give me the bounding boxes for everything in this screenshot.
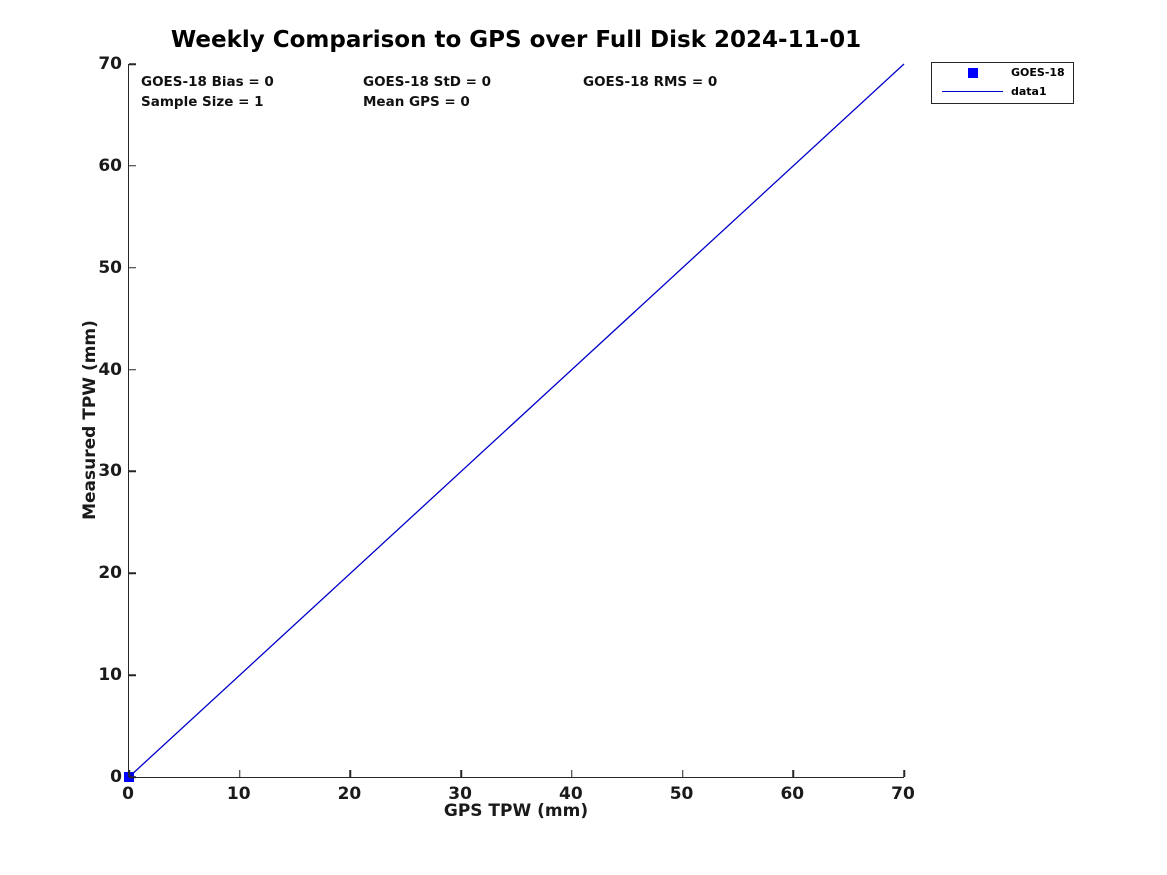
- y-tick-mark: [129, 266, 136, 269]
- y-tick-label: 0: [110, 767, 122, 787]
- plot-canvas: [124, 63, 905, 782]
- line-swatch-icon: [942, 91, 1003, 92]
- x-tick-label: 40: [559, 784, 583, 804]
- y-tick-mark: [129, 674, 136, 676]
- y-tick-mark: [129, 776, 136, 778]
- stat-rms: GOES-18 RMS = 0: [583, 74, 718, 90]
- x-tick-label: 50: [669, 784, 694, 804]
- y-tick-label: 40: [98, 359, 122, 380]
- x-tick-label: 30: [448, 784, 472, 804]
- x-tick-mark: [349, 770, 352, 777]
- square-marker-icon: [967, 67, 978, 78]
- chart-title: Weekly Comparison to GPS over Full Disk …: [170, 27, 862, 53]
- legend-label-data1: data1: [1011, 85, 1047, 98]
- x-tick-label: 10: [226, 784, 251, 804]
- y-tick-label: 50: [98, 257, 122, 278]
- stat-sample-size: Sample Size = 1: [141, 94, 264, 110]
- y-tick-label: 60: [98, 155, 122, 176]
- y-tick-label: 30: [98, 461, 122, 482]
- y-tick-mark: [129, 165, 136, 167]
- x-tick-mark: [128, 770, 130, 777]
- y-tick-label: 20: [98, 563, 122, 584]
- y-tick-label: 10: [98, 665, 122, 686]
- y-tick-mark: [129, 63, 136, 65]
- y-axis-label: Measured TPW (mm): [80, 320, 100, 520]
- stat-std: GOES-18 StD = 0: [363, 74, 492, 90]
- y-tick-mark: [129, 470, 136, 473]
- x-tick-label: 70: [891, 784, 915, 804]
- x-tick-mark: [681, 770, 684, 777]
- x-tick-label: 60: [780, 784, 805, 804]
- y-tick-mark: [129, 572, 136, 575]
- legend-label-goes-18: GOES-18: [1011, 66, 1065, 79]
- x-tick-mark: [571, 770, 573, 777]
- legend-symbol-area: [942, 91, 1003, 92]
- plot-area: GOES-18 Bias = 0 GOES-18 StD = 0 GOES-18…: [124, 63, 905, 782]
- legend-item-data1: data1: [932, 82, 1073, 101]
- legend-box: GOES-18 data1: [931, 62, 1074, 104]
- x-tick-mark: [460, 770, 462, 777]
- legend-symbol-area: [942, 67, 1003, 78]
- x-tick-label: 0: [122, 784, 134, 804]
- x-tick-mark: [792, 770, 795, 777]
- y-tick-label: 70: [98, 54, 122, 74]
- x-tick-mark: [238, 770, 241, 777]
- y-tick-mark: [129, 368, 136, 371]
- legend-item-goes-18: GOES-18: [932, 63, 1073, 82]
- x-tick-mark: [903, 770, 905, 777]
- stat-bias: GOES-18 Bias = 0: [141, 74, 274, 90]
- line-series-data1: [128, 63, 905, 778]
- x-axis-label: GPS TPW (mm): [443, 801, 589, 821]
- stat-mean-gps: Mean GPS = 0: [363, 94, 470, 110]
- x-tick-label: 20: [337, 784, 362, 804]
